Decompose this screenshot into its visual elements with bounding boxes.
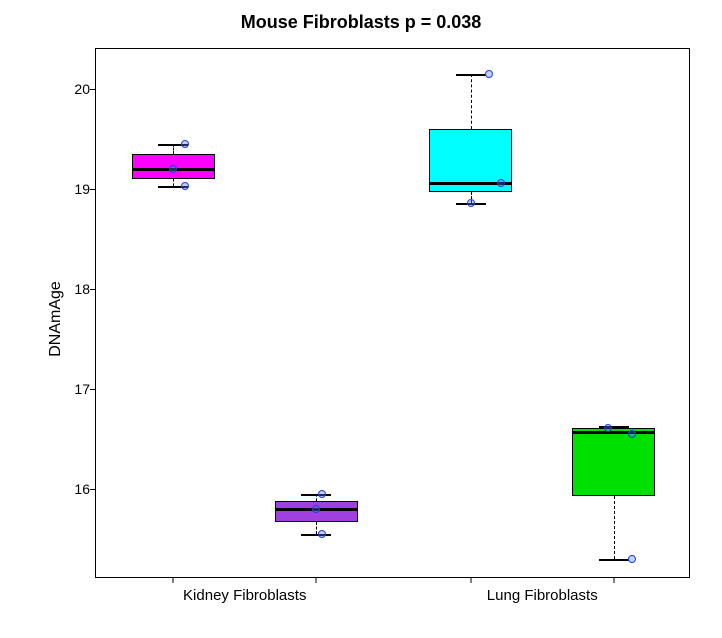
whisker-cap-lower <box>301 534 331 536</box>
y-tick-mark <box>90 389 96 390</box>
data-point <box>318 530 326 538</box>
data-point <box>312 505 320 513</box>
data-point <box>181 140 189 148</box>
x-tick-mark <box>613 577 614 583</box>
x-tick-mark <box>470 577 471 583</box>
y-axis-label: DNAmAge <box>47 281 65 357</box>
x-tick-mark <box>316 577 317 583</box>
whisker-lower <box>614 496 615 559</box>
data-point <box>628 430 636 438</box>
y-tick-label: 20 <box>74 81 90 97</box>
y-tick-mark <box>90 289 96 290</box>
y-tick-label: 16 <box>74 481 90 497</box>
data-point <box>604 424 612 432</box>
chart-title: Mouse Fibroblasts p = 0.038 <box>0 12 722 33</box>
whisker-cap-lower <box>599 559 629 561</box>
y-tick-label: 17 <box>74 381 90 397</box>
data-point <box>485 70 493 78</box>
median-line <box>572 431 655 434</box>
whisker-lower <box>316 522 317 534</box>
x-tick-label: Lung Fibroblasts <box>487 587 598 604</box>
y-tick-label: 18 <box>74 281 90 297</box>
data-point <box>181 182 189 190</box>
whisker-upper <box>471 74 472 129</box>
whisker-upper <box>173 144 174 154</box>
y-tick-mark <box>90 189 96 190</box>
y-tick-label: 19 <box>74 181 90 197</box>
data-point <box>628 555 636 563</box>
data-point <box>318 490 326 498</box>
x-tick-mark <box>173 577 174 583</box>
plot-area: 1617181920Kidney FibroblastsLung Fibrobl… <box>95 48 690 578</box>
y-tick-mark <box>90 489 96 490</box>
data-point <box>497 179 505 187</box>
box-rect <box>572 428 655 496</box>
whisker-lower <box>173 179 174 186</box>
x-tick-label: Kidney Fibroblasts <box>183 587 306 604</box>
boxplot-chart: Mouse Fibroblasts p = 0.038 DNAmAge 1617… <box>0 0 722 638</box>
y-tick-mark <box>90 89 96 90</box>
data-point <box>169 165 177 173</box>
whisker-cap-upper <box>301 494 331 496</box>
whisker-cap-upper <box>456 74 486 76</box>
data-point <box>467 199 475 207</box>
